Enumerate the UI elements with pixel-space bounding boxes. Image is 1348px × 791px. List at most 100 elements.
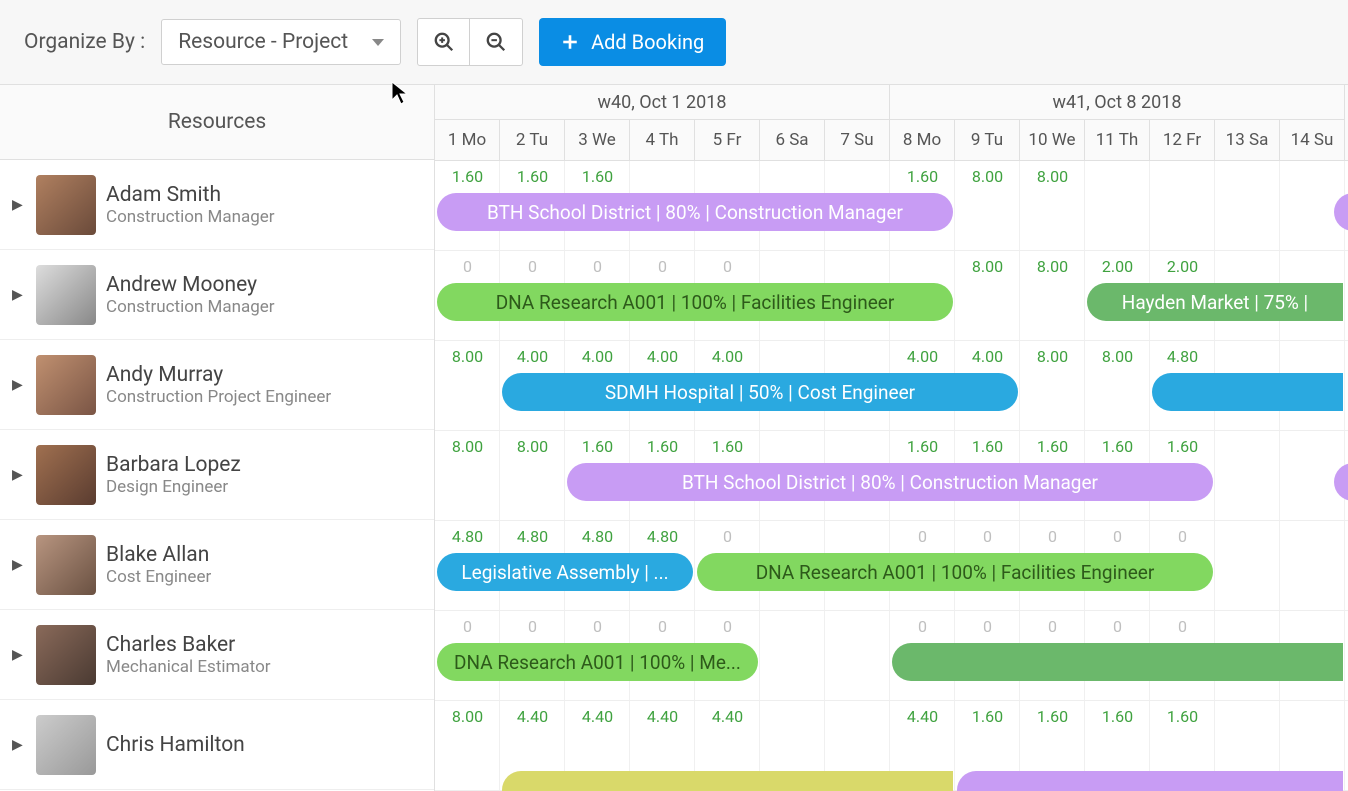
timeline-row: 0000000000 DNA Research A001 | 100% | Me.…	[435, 611, 1348, 701]
expand-icon[interactable]: ▶	[12, 197, 26, 213]
hour-cell: 1.60	[1150, 707, 1215, 726]
hour-cell: 4.00	[695, 347, 760, 366]
booking-bar[interactable]: Legislative Assembly | ...	[437, 553, 693, 591]
hour-cell	[760, 347, 825, 366]
resource-row[interactable]: ▶ Chris Hamilton	[0, 700, 434, 790]
day-header: 1 Mo	[435, 120, 500, 160]
hour-cell	[760, 617, 825, 636]
hour-cell: 4.40	[890, 707, 955, 726]
resource-info: Andrew Mooney Construction Manager	[106, 273, 275, 317]
timeline-row: 8.004.004.004.004.004.004.008.008.004.80…	[435, 341, 1348, 431]
expand-icon[interactable]: ▶	[12, 377, 26, 393]
hour-cell	[1280, 167, 1345, 186]
organize-by-dropdown[interactable]: Resource - Project	[161, 19, 401, 65]
booking-bar[interactable]: DNA Research A001 | 100% | Me...	[437, 643, 758, 681]
resource-role: Cost Engineer	[106, 567, 211, 587]
booking-bar[interactable]	[1152, 373, 1343, 411]
hours-row: 0000000000	[435, 617, 1345, 636]
zoom-out-button[interactable]	[470, 19, 522, 65]
week-header: w41, Oct 8 2018	[890, 85, 1345, 120]
add-booking-button[interactable]: Add Booking	[539, 18, 726, 66]
hour-cell	[760, 167, 825, 186]
hour-cell: 4.00	[955, 347, 1020, 366]
hour-cell: 4.00	[890, 347, 955, 366]
booking-bar[interactable]	[957, 771, 1343, 791]
resource-row[interactable]: ▶ Andrew Mooney Construction Manager	[0, 250, 434, 340]
hour-cell: 0	[890, 617, 955, 636]
week-header: w40, Oct 1 2018	[435, 85, 890, 120]
hour-cell	[890, 257, 955, 276]
resource-row[interactable]: ▶ Charles Baker Mechanical Estimator	[0, 610, 434, 700]
expand-icon[interactable]: ▶	[12, 287, 26, 303]
expand-icon[interactable]: ▶	[12, 467, 26, 483]
hours-row: 1.601.601.601.608.008.00	[435, 167, 1345, 186]
organize-by-label: Organize By :	[24, 30, 145, 54]
hour-cell	[1280, 347, 1345, 366]
resource-info: Charles Baker Mechanical Estimator	[106, 633, 271, 677]
hour-cell	[695, 167, 760, 186]
hour-cell: 4.80	[630, 527, 695, 546]
resource-row[interactable]: ▶ Adam Smith Construction Manager	[0, 160, 434, 250]
booking-bar[interactable]	[892, 643, 1343, 681]
hour-cell: 8.00	[1085, 347, 1150, 366]
hour-cell: 1.60	[1020, 437, 1085, 456]
hour-cell	[1280, 437, 1345, 456]
hour-cell	[1215, 257, 1280, 276]
day-header: 11 Th	[1085, 120, 1150, 160]
resource-row[interactable]: ▶ Blake Allan Cost Engineer	[0, 520, 434, 610]
booking-bar[interactable]: Hayden Market | 75% |	[1087, 283, 1343, 321]
hour-cell: 2.00	[1150, 257, 1215, 276]
hour-cell: 0	[1150, 527, 1215, 546]
zoom-in-button[interactable]	[418, 19, 470, 65]
resource-info: Blake Allan Cost Engineer	[106, 543, 211, 587]
hour-cell: 0	[500, 257, 565, 276]
expand-icon[interactable]: ▶	[12, 737, 26, 753]
hour-cell: 1.60	[955, 437, 1020, 456]
hour-cell: 0	[955, 527, 1020, 546]
booking-bar[interactable]: SDMH Hospital | 50% | Cost Engineer	[502, 373, 1018, 411]
hour-cell: 2.00	[1085, 257, 1150, 276]
day-header: 5 Fr	[695, 120, 760, 160]
expand-icon[interactable]: ▶	[12, 557, 26, 573]
hour-cell	[760, 257, 825, 276]
day-header: 10 We	[1020, 120, 1085, 160]
resource-name: Charles Baker	[106, 633, 271, 657]
hour-cell	[1215, 347, 1280, 366]
hour-cell: 1.60	[565, 167, 630, 186]
day-header: 2 Tu	[500, 120, 565, 160]
hour-cell	[825, 167, 890, 186]
hour-cell: 1.60	[890, 437, 955, 456]
expand-icon[interactable]: ▶	[12, 647, 26, 663]
add-booking-label: Add Booking	[591, 30, 704, 54]
hour-cell: 1.60	[435, 167, 500, 186]
resource-info: Barbara Lopez Design Engineer	[106, 453, 241, 497]
resource-name: Blake Allan	[106, 543, 211, 567]
resource-info: Chris Hamilton	[106, 733, 245, 757]
day-header: 3 We	[565, 120, 630, 160]
hour-cell: 1.60	[890, 167, 955, 186]
booking-bar[interactable]: DNA Research A001 | 100% | Facilities En…	[697, 553, 1213, 591]
resource-role: Construction Project Engineer	[106, 387, 331, 407]
hour-cell	[1215, 527, 1280, 546]
scheduler-grid: Resources ▶ Adam Smith Construction Mana…	[0, 84, 1348, 791]
plus-icon	[561, 33, 579, 51]
booking-bar[interactable]: BTH School District | 80% | Construction…	[437, 193, 953, 231]
hour-cell	[1280, 257, 1345, 276]
hour-cell	[825, 257, 890, 276]
hour-cell: 4.00	[500, 347, 565, 366]
hour-cell: 0	[695, 257, 760, 276]
hour-cell	[1085, 167, 1150, 186]
hour-cell: 4.80	[500, 527, 565, 546]
booking-bar[interactable]: BTH School District | 80% | Construction…	[567, 463, 1213, 501]
avatar	[36, 175, 96, 235]
booking-bar[interactable]	[502, 771, 953, 791]
toolbar: Organize By : Resource - Project Add Boo…	[0, 0, 1348, 84]
resource-row[interactable]: ▶ Barbara Lopez Design Engineer	[0, 430, 434, 520]
hour-cell: 8.00	[435, 347, 500, 366]
day-header: 14 Su	[1280, 120, 1345, 160]
hour-cell: 0	[630, 257, 695, 276]
resource-row[interactable]: ▶ Andy Murray Construction Project Engin…	[0, 340, 434, 430]
day-header: 4 Th	[630, 120, 695, 160]
day-header: 12 Fr	[1150, 120, 1215, 160]
booking-bar[interactable]: DNA Research A001 | 100% | Facilities En…	[437, 283, 953, 321]
